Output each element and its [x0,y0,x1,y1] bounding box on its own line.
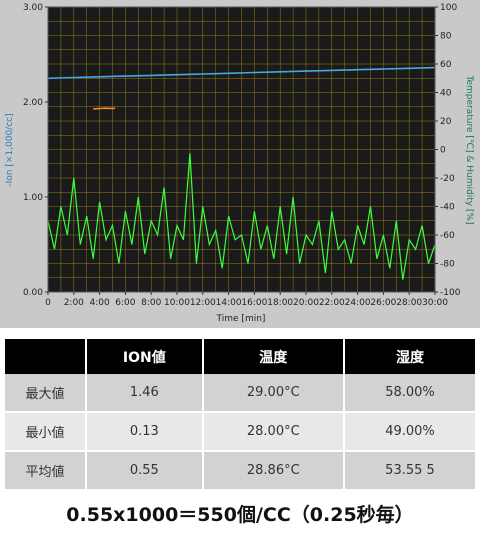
x-tick-label: 12:00 [190,298,216,308]
y-right-tick-label: 80 [440,32,452,42]
cell-temp-min: 28.00°C [202,412,345,452]
cell-humidity-avg: 53.55 5 [343,451,475,491]
y-right-tick-label: -20 [440,174,455,184]
y-right-tick-label: -100 [440,288,461,298]
y-left-tick-label: 1.00 [23,193,43,203]
ion-chart: 0 2:00 4:00 6:00 8:00 10:00 12:00 14:00 16:00 18:… [5,3,474,324]
x-tick-label: 18:00 [267,298,293,308]
table-row: 平均値 0.55 28.86°C 53.55 5 [5,451,475,491]
stats-table: ION値 温度 湿度 最大値 1.46 29.00°C 58.00% 最小値 0… [5,339,475,491]
x-tick-label: 6:00 [115,298,135,308]
row-label-max: 最大値 [5,374,87,413]
row-label-avg: 平均値 [5,451,87,491]
x-tick-label: 24:00 [345,298,371,308]
table-header-ion: ION値 [86,339,204,374]
chart-panel: 0 2:00 4:00 6:00 8:00 10:00 12:00 14:00 16:00 18:… [0,0,480,328]
x-tick-label: 16:00 [241,298,267,308]
x-tick-label: 30:00 [422,298,448,308]
table-header-humidity: 湿度 [343,339,475,374]
x-tick-label: 28:00 [396,298,422,308]
y-left-tick-label: 2.00 [23,98,43,108]
series-line-1 [93,107,116,110]
x-tick-label: 26:00 [370,298,396,308]
y-right-tick-label: 60 [440,60,452,70]
y-left-tick-label: 0.00 [23,288,43,298]
cell-humidity-max: 58.00% [343,374,475,413]
x-tick-label: 10:00 [164,298,190,308]
x-tick-label: 20:00 [293,298,319,308]
series-line-0 [47,66,436,80]
x-tick-label: 8:00 [141,298,161,308]
y-axis-label-left: -Ion [×1,000/cc] [5,113,15,186]
x-axis-label: Time [min] [216,314,266,324]
formula-text: 0.55x1000＝550個/CC（0.25秒毎） [66,504,414,526]
y-left-tick-label: 3.00 [23,3,43,13]
cell-temp-max: 29.00°C [202,374,345,413]
y-right-tick-label: -60 [440,231,455,241]
x-tick-label: 0 [45,298,51,308]
row-label-min: 最小値 [5,412,87,452]
cell-ion-avg: 0.55 [86,451,204,491]
x-tick-label: 4:00 [89,298,109,308]
y-axis-label-right: Temperature [℃] & Humidity [%] [464,75,474,225]
y-right-tick-label: 0 [440,146,446,156]
y-right-tick-label: -80 [440,260,455,270]
table-row: 最大値 1.46 29.00°C 58.00% [5,374,475,413]
y-right-tick-label: 20 [440,117,452,127]
cell-ion-max: 1.46 [86,374,204,413]
y-right-tick-label: 40 [440,89,452,99]
y-right-tick-label: -40 [440,203,455,213]
cell-humidity-min: 49.00% [343,412,475,452]
y-right-tick-label: 100 [440,3,457,13]
x-tick-label: 14:00 [216,298,242,308]
table-header-row: ION値 温度 湿度 [5,339,475,374]
cell-ion-min: 0.13 [86,412,204,452]
table-header-temperature: 温度 [202,339,345,374]
x-tick-label: 22:00 [319,298,345,308]
x-tick-label: 2:00 [64,298,84,308]
table-row: 最小値 0.13 28.00°C 49.00% [5,412,475,452]
table-header-blank [5,339,87,374]
series-line-2 [47,153,436,280]
cell-temp-avg: 28.86°C [202,451,345,491]
